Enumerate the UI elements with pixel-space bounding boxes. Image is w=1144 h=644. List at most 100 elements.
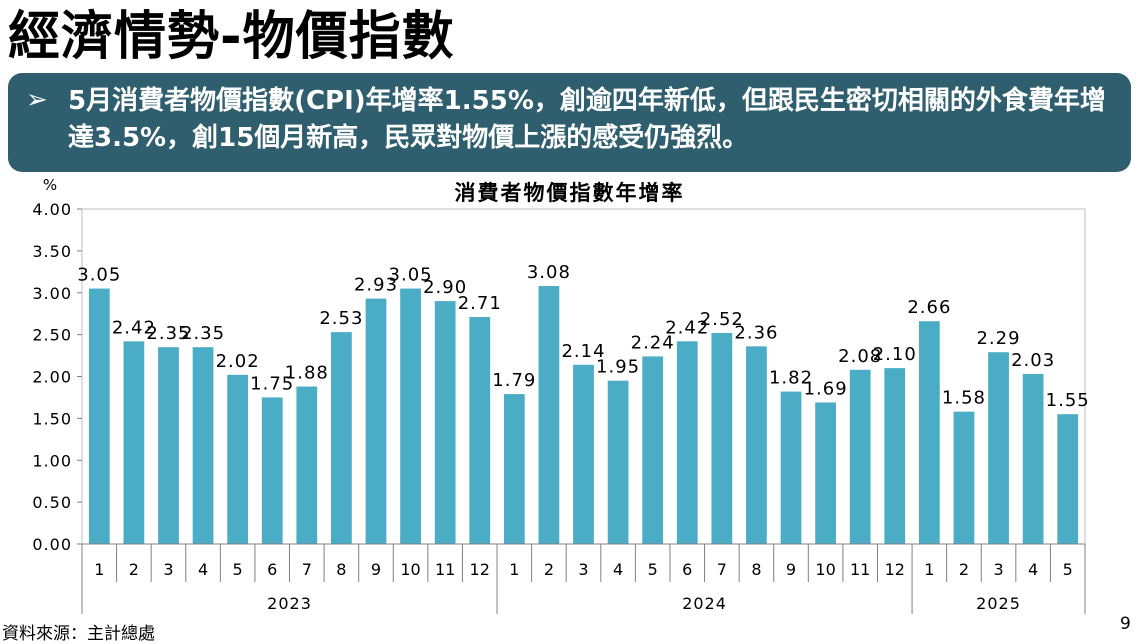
month-label: 4 <box>1028 560 1038 579</box>
year-label: 2023 <box>267 594 312 613</box>
data-label: 1.75 <box>250 373 294 394</box>
bar <box>123 341 145 544</box>
month-label: 4 <box>613 560 623 579</box>
month-label: 12 <box>470 560 490 579</box>
y-tick-label: 3.00 <box>32 284 72 303</box>
data-label: 2.90 <box>423 277 467 298</box>
bar <box>1057 414 1079 544</box>
y-tick-label: 0.50 <box>32 493 72 512</box>
y-tick-label: 3.50 <box>32 242 72 261</box>
month-label: 10 <box>815 560 835 579</box>
bar <box>711 332 733 544</box>
bar <box>780 391 802 544</box>
page-number: 9 <box>1120 614 1131 634</box>
y-tick-label: 2.50 <box>32 326 72 345</box>
chart-title: 消費者物價指數年增率 <box>455 181 685 205</box>
data-label: 1.58 <box>942 388 986 409</box>
data-label: 1.79 <box>492 370 536 391</box>
bar <box>676 341 698 544</box>
month-label: 3 <box>163 560 173 579</box>
month-label: 9 <box>786 560 796 579</box>
month-label: 2 <box>544 560 554 579</box>
month-label: 7 <box>717 560 727 579</box>
month-label: 2 <box>959 560 969 579</box>
data-label: 2.10 <box>873 344 917 365</box>
bar <box>573 364 594 544</box>
data-label: 2.03 <box>1011 350 1055 371</box>
data-label: 2.53 <box>319 308 363 329</box>
data-label: 1.69 <box>804 378 848 399</box>
month-label: 3 <box>993 560 1003 579</box>
bar <box>1022 373 1044 544</box>
bar <box>158 347 179 544</box>
data-label: 2.35 <box>181 323 225 344</box>
data-label: 2.66 <box>907 297 951 318</box>
slide-title: 經濟情勢-物價指數 <box>8 7 455 67</box>
data-label: 2.08 <box>838 346 882 367</box>
data-label: 1.95 <box>596 357 640 378</box>
month-label: 6 <box>267 560 277 579</box>
month-label: 4 <box>198 560 208 579</box>
y-tick-label: 4.00 <box>32 200 72 219</box>
month-label: 12 <box>885 560 905 579</box>
bar <box>227 374 249 544</box>
y-tick-label: 1.00 <box>32 451 72 470</box>
bar <box>849 369 871 544</box>
bullet-arrow-icon: ➢ <box>26 85 48 115</box>
bar <box>953 411 975 544</box>
data-label: 2.02 <box>216 351 260 372</box>
cpi-bar-chart: 消費者物價指數年增率% 0.00 0.50 1.00 1.50 2.00 2.50 3.00 3… <box>32 176 1090 614</box>
bar <box>815 402 836 544</box>
callout-box: ➢ 5月消費者物價指數(CPI)年增率1.55%，創逾四年新低，但跟民生密切相關… <box>8 73 1131 172</box>
year-label: 2025 <box>976 594 1021 613</box>
bar <box>642 356 664 544</box>
month-label: 8 <box>336 560 346 579</box>
month-label: 11 <box>850 560 870 579</box>
bar <box>88 288 110 544</box>
data-label: 2.71 <box>458 293 502 314</box>
data-label: 2.24 <box>631 332 675 353</box>
bar <box>607 380 629 544</box>
y-tick-label: 2.00 <box>32 368 72 387</box>
data-label: 2.29 <box>976 328 1020 349</box>
y-axis-unit: % <box>43 176 57 194</box>
bar <box>261 397 283 544</box>
data-label: 2.36 <box>734 322 778 343</box>
source-note: 資料來源：主計總處 <box>2 624 155 644</box>
month-label: 8 <box>751 560 761 579</box>
y-tick-label: 1.50 <box>32 409 72 428</box>
month-label: 5 <box>648 560 658 579</box>
year-label: 2024 <box>682 594 727 613</box>
data-label: 2.14 <box>561 341 605 362</box>
data-label: 2.35 <box>146 323 190 344</box>
bar <box>538 286 560 544</box>
bar <box>884 368 906 544</box>
data-label: 1.55 <box>1046 390 1090 411</box>
month-label: 9 <box>371 560 381 579</box>
data-label: 2.93 <box>354 275 398 296</box>
bar <box>746 346 767 544</box>
bar <box>296 386 318 544</box>
bar <box>469 317 491 544</box>
bar <box>331 332 352 544</box>
callout-text: 5月消費者物價指數(CPI)年增率1.55%，創逾四年新低，但跟民生密切相關的外… <box>68 86 1106 153</box>
data-label: 3.08 <box>527 262 571 283</box>
y-tick-label: 0.00 <box>32 535 72 554</box>
bar <box>988 352 1009 544</box>
month-label: 2 <box>129 560 139 579</box>
data-label: 1.82 <box>769 368 813 389</box>
bar <box>192 347 214 544</box>
month-label: 3 <box>578 560 588 579</box>
month-label: 5 <box>233 560 243 579</box>
data-label: 3.05 <box>77 265 121 286</box>
bar <box>434 301 456 544</box>
bar <box>365 298 387 544</box>
month-label: 1 <box>924 560 934 579</box>
month-label: 5 <box>1063 560 1073 579</box>
month-label: 1 <box>509 560 519 579</box>
month-label: 1 <box>94 560 104 579</box>
data-label: 2.52 <box>700 309 744 330</box>
bar <box>400 288 421 544</box>
data-label: 2.42 <box>112 317 156 338</box>
data-label: 3.05 <box>389 265 433 286</box>
